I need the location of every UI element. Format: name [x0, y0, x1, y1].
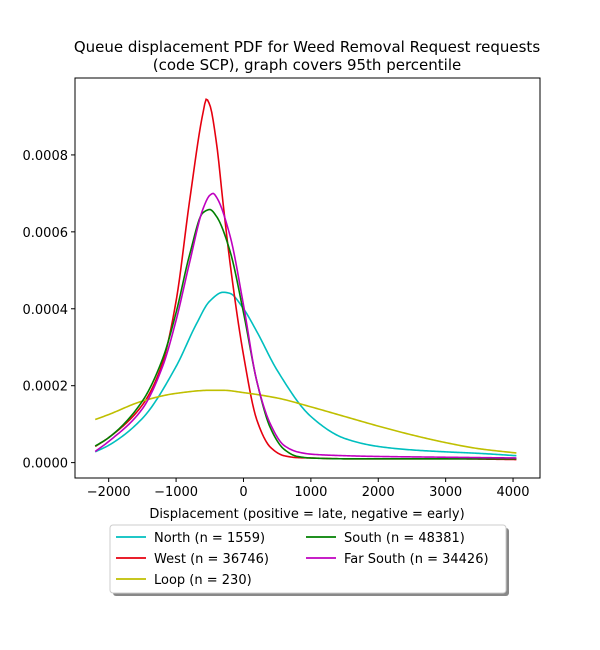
x-tick-label: −2000 — [87, 485, 131, 500]
x-axis-label: Displacement (positive = late, negative … — [149, 507, 464, 522]
series-line-3 — [94, 208, 517, 460]
chart-title-line-1: Queue displacement PDF for Weed Removal … — [74, 38, 540, 56]
y-tick-label: 0.0004 — [23, 303, 69, 318]
legend-label: South (n = 48381) — [344, 531, 465, 546]
legend-box — [109, 524, 507, 594]
y-tick-label: 0.0008 — [23, 149, 69, 164]
x-tick-label: 2000 — [362, 485, 395, 500]
legend: North (n = 1559) West (n = 36746) Loop (n … — [109, 524, 509, 596]
x-tick-label: 3000 — [429, 485, 462, 500]
x-tick-label: 0 — [239, 485, 247, 500]
series-line-2 — [94, 389, 517, 454]
plot-area — [74, 77, 541, 479]
x-axis: −2000 −1000 0 1000 2000 3000 4000 — [87, 478, 530, 500]
y-axis: 0.0000 0.0002 0.0004 0.0006 0.0008 — [23, 149, 75, 472]
plot-frame — [74, 77, 541, 479]
legend-label: West (n = 36746) — [154, 552, 269, 567]
y-tick-label: 0.0002 — [23, 380, 69, 395]
y-tick-label: 0.0006 — [23, 226, 69, 241]
legend-label: North (n = 1559) — [154, 531, 265, 546]
y-tick-label: 0.0000 — [23, 457, 69, 472]
legend-label: Far South (n = 34426) — [344, 552, 489, 567]
legend-label: Loop (n = 230) — [154, 573, 252, 588]
x-tick-label: 1000 — [294, 485, 327, 500]
series-line-0 — [94, 291, 517, 457]
x-tick-label: −1000 — [154, 485, 198, 500]
chart-title-line-2: (code SCP), graph covers 95th percentile — [153, 56, 461, 74]
x-tick-label: 4000 — [496, 485, 529, 500]
series-line-4 — [94, 192, 517, 459]
